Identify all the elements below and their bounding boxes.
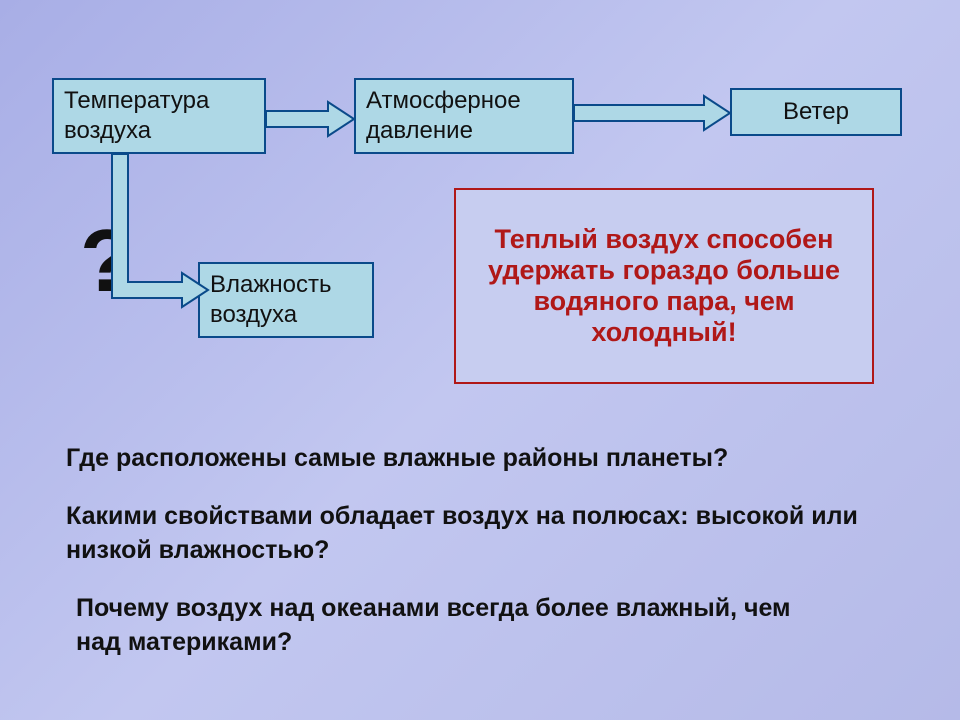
question-1: Где расположены самые влажные районы пла… [66,444,728,473]
arrow-temp-to-press [266,102,354,136]
question-2: Какими свойствами обладает воздух на пол… [66,500,866,568]
node-temperature: Температура воздуха [52,78,266,154]
callout-text: Теплый воздух способен удержать гораздо … [468,224,860,348]
node-label: Влажность воздуха [210,270,362,330]
node-label: Ветер [783,97,849,127]
callout-warm-air: Теплый воздух способен удержать гораздо … [454,188,874,384]
arrow-temp-to-humid [96,154,208,322]
node-pressure: Атмосферное давление [354,78,574,154]
node-wind: Ветер [730,88,902,136]
question-3: Почему воздух над океанами всегда более … [76,592,836,660]
node-label: Атмосферное давление [366,86,562,146]
node-humidity: Влажность воздуха [198,262,374,338]
arrow-press-to-wind [574,96,730,130]
node-label: Температура воздуха [64,86,254,146]
